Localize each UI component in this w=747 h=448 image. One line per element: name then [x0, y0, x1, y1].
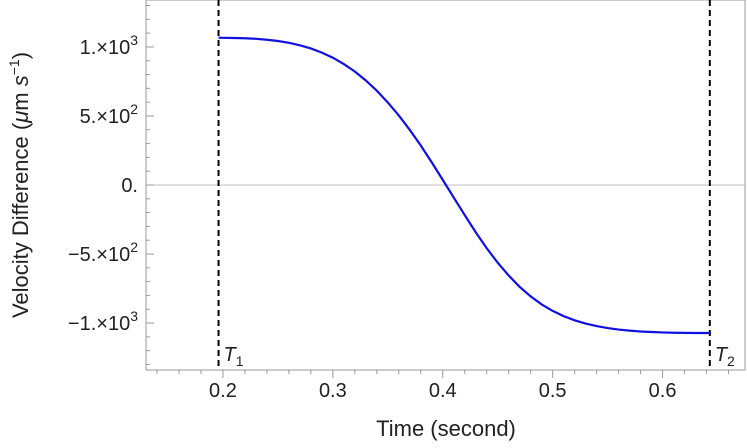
y-tick-label: −5.×102 — [68, 239, 138, 266]
x-tick-label: 0.6 — [649, 380, 677, 402]
y-tick-label: 1.×103 — [80, 32, 139, 59]
y-ticks: 1.×103 5.×102 0. −5.×102 −1.×103 — [68, 5, 154, 365]
series-line — [218, 36, 710, 335]
x-tick-label: 0.3 — [319, 380, 347, 402]
marker-label: T2 — [715, 344, 735, 369]
markers: T1 T2 — [217, 0, 735, 370]
x-tick-label: 0.5 — [539, 380, 567, 402]
y-tick-label: 0. — [121, 175, 138, 197]
x-axis-title: Time (second) — [376, 416, 516, 441]
y-tick-label: 5.×102 — [80, 101, 139, 128]
x-ticks: 0.2 0.3 0.4 0.5 0.6 — [156, 370, 730, 402]
x-tick-label: 0.2 — [209, 380, 237, 402]
x-tick-label: 0.4 — [429, 380, 457, 402]
marker-label: T1 — [224, 344, 244, 369]
y-axis-title: Velocity Difference (μm s−1) — [6, 52, 33, 318]
y-tick-label: −1.×103 — [68, 308, 138, 335]
